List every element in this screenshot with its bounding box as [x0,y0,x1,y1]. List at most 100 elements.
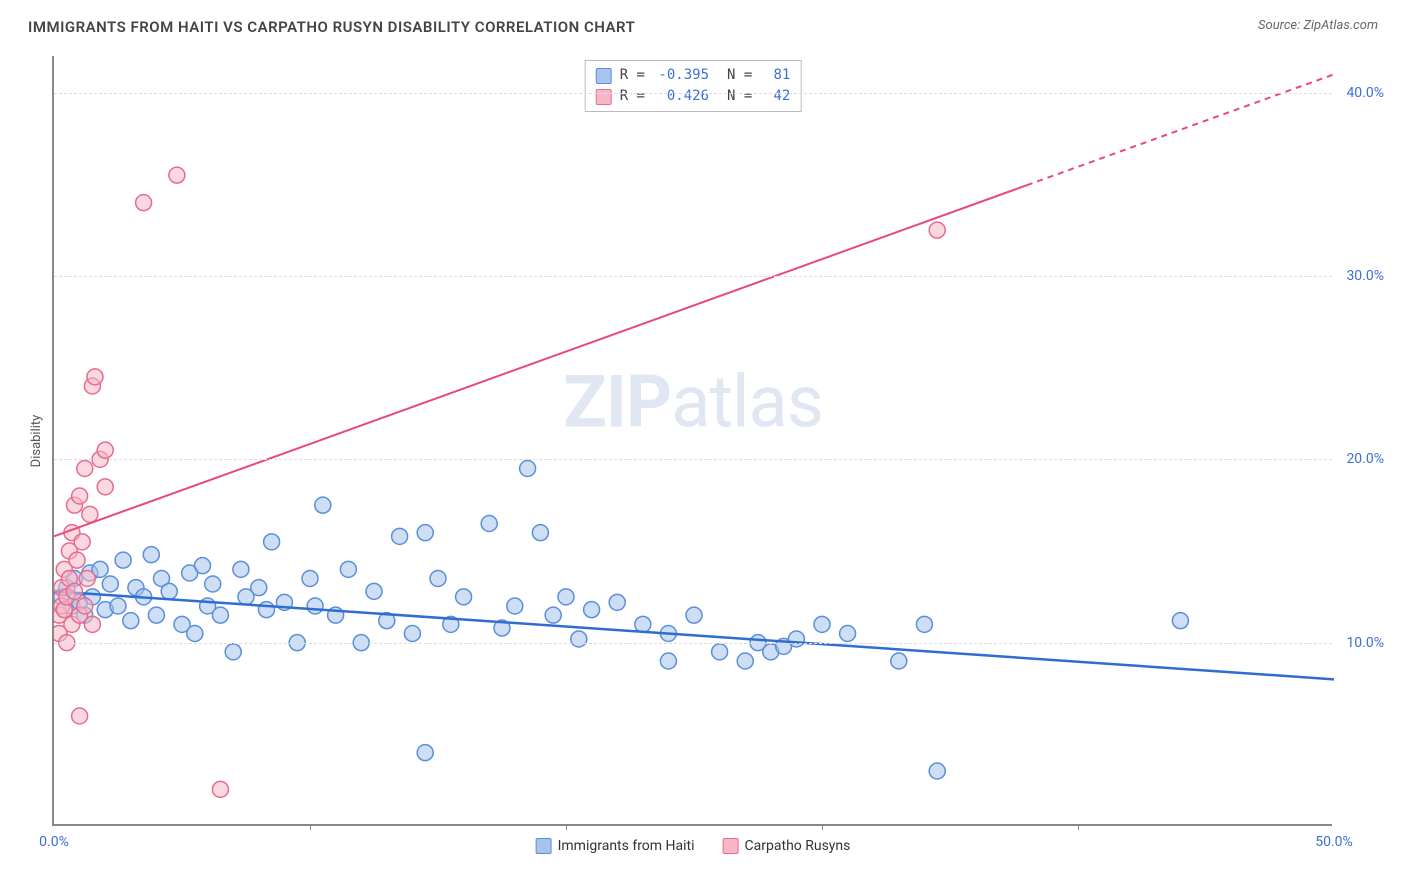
data-point [69,552,85,568]
data-point [72,708,88,724]
data-point [929,763,945,779]
data-point [82,506,98,522]
data-point [507,598,523,614]
data-point [72,488,88,504]
data-point [194,558,210,574]
stat-label-r: R = [620,86,645,107]
chart-title: IMMIGRANTS FROM HAITI VS CARPATHO RUSYN … [28,18,635,36]
legend-swatch [596,89,612,105]
data-point [814,616,830,632]
data-point [74,534,90,550]
data-point [417,525,433,541]
y-tick-label: 30.0% [1346,268,1384,284]
data-point [737,653,753,669]
data-point [520,461,536,477]
y-tick-label: 40.0% [1346,85,1384,101]
plot-area: ZIPatlas R =-0.395N =81R =0.426N =42 Imm… [52,56,1332,826]
data-point [340,561,356,577]
x-tick-label: 50.0% [1315,834,1353,850]
stat-value-r: 0.426 [653,86,709,107]
scatter-svg [54,56,1334,826]
data-point [205,576,221,592]
data-point [148,607,164,623]
data-point [635,616,651,632]
data-point [584,602,600,618]
legend-swatch [723,838,739,854]
y-tick-label: 20.0% [1346,451,1384,467]
data-point [417,745,433,761]
series-legend: Immigrants from Haiti Carpatho Rusyns [536,838,851,854]
data-point [315,497,331,513]
legend-item: Immigrants from Haiti [536,838,695,854]
data-point [212,607,228,623]
trend-line [54,591,1334,679]
data-point [136,195,152,211]
legend-label: Carpatho Rusyns [745,838,851,854]
x-tick-label: 0.0% [39,834,69,850]
gridline-h [54,459,1332,460]
data-point [788,631,804,647]
data-point [79,571,95,587]
data-point [225,644,241,660]
y-tick-label: 10.0% [1346,635,1384,651]
chart-container: Disability ZIPatlas R =-0.395N =81R =0.4… [52,56,1372,826]
data-point [302,571,318,587]
data-point [212,781,228,797]
data-point [264,534,280,550]
trend-line [54,185,1027,536]
data-point [233,561,249,577]
stat-label-n: N = [727,86,752,107]
data-point [929,222,945,238]
data-point [97,479,113,495]
data-point [712,644,728,660]
data-point [123,613,139,629]
stats-row: R = 0.426 N = 42 [596,86,791,107]
data-point [97,442,113,458]
correlation-stats-box: R = -0.395 N = 81R = 0.426 N = 42 [585,60,802,112]
data-point [366,583,382,599]
data-point [143,547,159,563]
data-point [258,602,274,618]
data-point [404,626,420,642]
data-point [609,594,625,610]
legend-swatch [596,68,612,84]
data-point [102,576,118,592]
gridline-h [54,93,1332,94]
legend-item: Carpatho Rusyns [723,838,851,854]
trend-line-dashed [1027,74,1334,185]
data-point [115,552,131,568]
data-point [77,461,93,477]
data-point [169,167,185,183]
data-point [307,598,323,614]
x-tick-mark [1078,824,1079,830]
legend-label: Immigrants from Haiti [558,838,695,854]
x-tick-mark [566,824,567,830]
y-axis-label: Disability [29,415,44,468]
stat-value-n: 42 [760,86,790,107]
x-tick-mark [310,824,311,830]
data-point [87,369,103,385]
data-point [891,653,907,669]
stat-label-n: N = [727,65,752,86]
data-point [558,589,574,605]
data-point [161,583,177,599]
data-point [1172,613,1188,629]
data-point [430,571,446,587]
data-point [686,607,702,623]
data-point [916,616,932,632]
data-point [66,583,82,599]
stat-value-r: -0.395 [653,65,709,86]
stat-value-n: 81 [760,65,790,86]
source-attribution: Source: ZipAtlas.com [1258,18,1378,33]
x-tick-mark [822,824,823,830]
data-point [840,626,856,642]
data-point [481,516,497,532]
data-point [571,631,587,647]
data-point [251,580,267,596]
data-point [77,598,93,614]
data-point [392,528,408,544]
data-point [84,616,100,632]
data-point [660,653,676,669]
stats-row: R =-0.395N =81 [596,65,791,86]
legend-swatch [536,838,552,854]
